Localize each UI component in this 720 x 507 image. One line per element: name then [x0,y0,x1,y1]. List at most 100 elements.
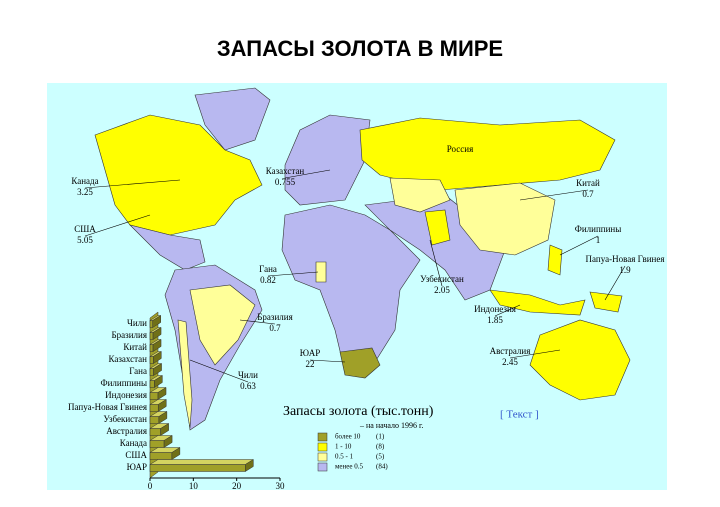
bar [149,404,159,412]
country-value: 0.63 [240,381,256,391]
country-label: Бразилия [257,312,292,322]
legend-title: Запасы золота (тыс.тонн) [283,404,434,419]
country-value: 1.9 [619,265,631,275]
bar [149,368,154,376]
y-tick-label: ЮАР [127,462,147,472]
country-label: Казахстан [266,166,305,176]
country-value: 2.45 [502,357,518,367]
bar [149,320,153,328]
y-tick-label: Гана [129,366,147,376]
legend-label: 0.5 - 1 [335,453,354,461]
legend-count: (1) [376,433,385,441]
country-label: Гана [259,264,277,274]
country-value: 0.755 [275,177,296,187]
leader-line [494,304,521,317]
y-tick-label: Филиппины [100,378,147,388]
leader-line [429,239,443,287]
bar [149,356,154,364]
country-label: Филиппины [575,224,622,234]
country-value: 3.25 [77,187,93,197]
country-value: 22 [306,359,315,369]
leader-line [509,349,561,359]
legend-swatch [317,452,328,462]
legend-swatch [317,432,328,442]
bar-side [152,327,162,340]
legend-count: (8) [376,443,385,451]
country-label: ЮАР [300,348,320,358]
bar-side [152,315,161,328]
legend-swatch [317,442,328,452]
text-link[interactable]: [ Текст ] [500,409,539,421]
leader-line [519,189,589,201]
country-label: Индонезия [474,304,516,314]
bar [149,428,161,436]
bar-side [171,447,181,460]
leader-line [189,359,249,383]
leader-line [239,319,276,325]
bar-top [149,459,255,465]
country-label: Китай [576,178,600,188]
legend-count: (5) [376,453,385,461]
bar-side [160,423,169,436]
leader-line [84,214,151,237]
country-label: Канада [71,176,98,186]
legend-label: более 10 [335,433,361,441]
country-value: 2.05 [434,285,450,295]
leader-line [284,169,331,179]
bar-side [154,375,163,388]
x-tick-label: 30 [276,481,286,491]
bar-side [157,387,167,400]
country-value: 0.7 [269,323,281,333]
country-value: 0.7 [582,189,594,199]
bar-side [158,411,168,424]
legend-swatch [317,462,328,472]
country-label: Россия [447,144,473,154]
bar [149,392,159,400]
legend-label: менее 0.5 [335,463,363,471]
leader-line [309,359,346,363]
bar [149,464,246,472]
legend-label: 1 - 10 [335,443,352,451]
y-tick-label: США [125,450,147,460]
map [94,87,631,431]
country-value: 0.82 [260,275,276,285]
bar [149,380,155,388]
bar-side [245,459,254,472]
x-tick-label: 10 [189,481,199,491]
y-tick-label: Индонезия [105,390,147,400]
y-tick-label: Казахстан [108,354,147,364]
country-label: Узбекистан [420,274,464,284]
leader-line [604,265,626,301]
leader-line [267,271,319,277]
country-label: США [74,224,96,234]
y-tick-label: Китай [123,342,147,352]
y-tick-label: Узбекистан [103,414,147,424]
legend-subtitle: – на начало 1996 г. [359,421,423,430]
bar-side [163,435,173,448]
bar-side [157,399,167,412]
bar-side [153,363,162,376]
country-label: Чили [238,370,258,380]
y-tick-label: Бразилия [112,330,147,340]
x-tick-label: 20 [232,481,242,491]
bar [149,344,154,352]
bar [149,440,165,448]
legend-count: (84) [376,463,388,471]
bar [149,452,173,460]
bar-side [152,339,162,352]
country-value: 5.05 [77,235,93,245]
leader-line [84,179,181,189]
title: ЗАПАСЫ ЗОЛОТА В МИРЕ [217,36,503,61]
country-label: Австралия [490,346,531,356]
bar [149,416,160,424]
leader-line [559,235,599,256]
x-tick-label: 0 [148,481,153,491]
country-value: 1 [596,235,601,245]
y-tick-label: Канада [120,438,147,448]
bar-side [153,351,162,364]
country-value: 1.85 [487,315,503,325]
y-tick-label: Австралия [106,426,147,436]
country-label: Папуа-Новая Гвинея [586,254,665,264]
bar [149,332,154,340]
